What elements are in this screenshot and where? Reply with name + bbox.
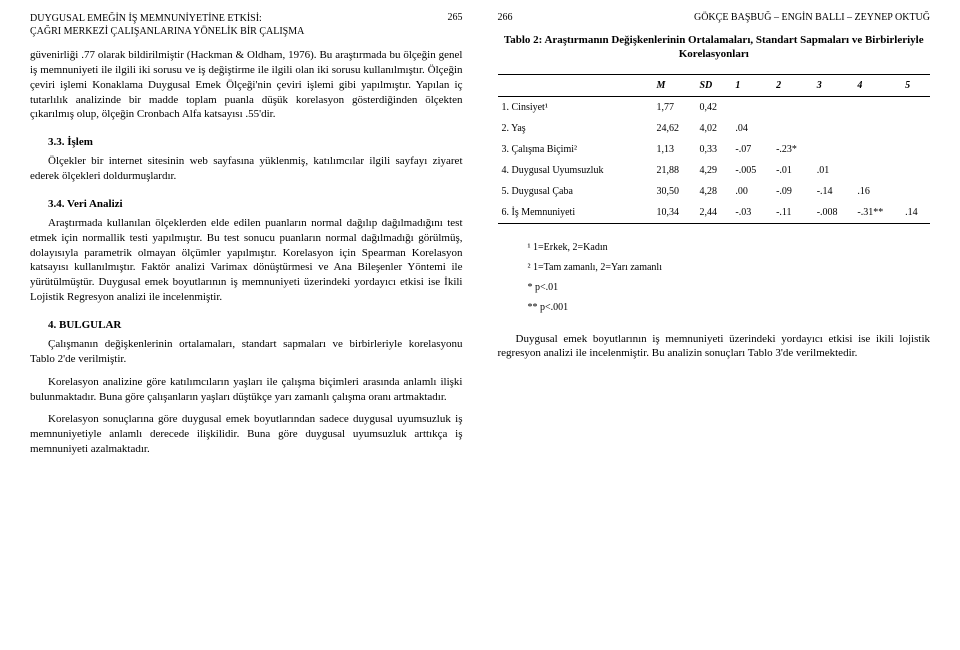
cell: 1,77 [652,96,695,118]
table-row: 3. Çalışma Biçimi² 1,13 0,33 -.07 -.23* [498,139,931,160]
cell [813,96,854,118]
cell: 30,50 [652,181,695,202]
cell: .16 [853,181,901,202]
cell [901,139,930,160]
cell [772,96,813,118]
right-column: 266 GÖKÇE BAŞBUĞ – ENGİN BALLI – ZEYNEP … [498,12,931,638]
cell: 2,44 [695,202,731,224]
paragraph-3: Araştırmada kullanılan ölçeklerden elde … [30,216,463,305]
cell: -.03 [731,202,772,224]
paragraph-2: Ölçekler bir internet sitesinin web sayf… [30,154,463,184]
table-body: 1. Cinsiyet¹ 1,77 0,42 2. Yaş 24,62 4,02… [498,96,931,223]
table-title: Tablo 2: Araştırmanın Değişkenlerinin Or… [498,33,931,62]
table-header-row: M SD 1 2 3 4 5 [498,74,931,96]
cell: -.07 [731,139,772,160]
cell: 4,28 [695,181,731,202]
cell: -.008 [813,202,854,224]
cell [853,160,901,181]
table-notes: ¹ 1=Erkek, 2=Kadın ² 1=Tam zamanlı, 2=Ya… [498,238,931,318]
cell: .04 [731,118,772,139]
left-column: DUYGUSAL EMEĞİN İŞ MEMNUNİYETİNE ETKİSİ:… [30,12,463,638]
note-1: ¹ 1=Erkek, 2=Kadın [528,238,931,258]
cell: 24,62 [652,118,695,139]
cell: -.14 [813,181,854,202]
note-2: ² 1=Tam zamanlı, 2=Yarı zamanlı [528,258,931,278]
cell [901,96,930,118]
th-3: 3 [813,74,854,96]
left-header: DUYGUSAL EMEĞİN İŞ MEMNUNİYETİNE ETKİSİ:… [30,12,463,38]
paragraph-1: güvenirliği .77 olarak bildirilmiştir (H… [30,48,463,122]
table-row: 2. Yaş 24,62 4,02 .04 [498,118,931,139]
note-3: * p<.01 [528,278,931,298]
cell: .00 [731,181,772,202]
cell [813,118,854,139]
paragraph-4: Çalışmanın değişkenlerinin ortalamaları,… [30,337,463,367]
table-row: 1. Cinsiyet¹ 1,77 0,42 [498,96,931,118]
th-2: 2 [772,74,813,96]
cell: .01 [813,160,854,181]
cell [772,118,813,139]
section-34-title: 3.4. Veri Analizi [30,198,463,210]
th-4: 4 [853,74,901,96]
authors: GÖKÇE BAŞBUĞ – ENGİN BALLI – ZEYNEP OKTU… [523,12,931,23]
cell [813,139,854,160]
cell: -.23* [772,139,813,160]
table-row: 5. Duygusal Çaba 30,50 4,28 .00 -.09 -.1… [498,181,931,202]
cell: 0,33 [695,139,731,160]
cell: 0,42 [695,96,731,118]
section-4-title: 4. BULGULAR [30,319,463,331]
cell: 4,29 [695,160,731,181]
cell: 1. Cinsiyet¹ [498,96,653,118]
cell: 5. Duygusal Çaba [498,181,653,202]
right-page-number: 266 [498,12,523,23]
th-m: M [652,74,695,96]
section-33-title: 3.3. İşlem [30,136,463,148]
cell [901,118,930,139]
cell [731,96,772,118]
cell: -.09 [772,181,813,202]
cell: 4. Duygusal Uyumsuzluk [498,160,653,181]
right-header: 266 GÖKÇE BAŞBUĞ – ENGİN BALLI – ZEYNEP … [498,12,931,23]
cell: -.31** [853,202,901,224]
cell: 3. Çalışma Biçimi² [498,139,653,160]
cell [853,118,901,139]
paragraph-5: Korelasyon analizine göre katılımcıların… [30,375,463,405]
cell: 1,13 [652,139,695,160]
table-row: 6. İş Memnuniyeti 10,34 2,44 -.03 -.11 -… [498,202,931,224]
th-1: 1 [731,74,772,96]
cell: -.005 [731,160,772,181]
cell: 21,88 [652,160,695,181]
cell [901,160,930,181]
cell: 6. İş Memnuniyeti [498,202,653,224]
cell: .14 [901,202,930,224]
cell [901,181,930,202]
cell [853,96,901,118]
cell: 4,02 [695,118,731,139]
cell: 10,34 [652,202,695,224]
note-4: ** p<.001 [528,298,931,318]
cell: -.11 [772,202,813,224]
th-5: 5 [901,74,930,96]
cell: 2. Yaş [498,118,653,139]
paragraph-6: Korelasyon sonuçlarına göre duygusal eme… [30,412,463,457]
cell [853,139,901,160]
left-page-number: 265 [438,12,463,23]
left-header-title: DUYGUSAL EMEĞİN İŞ MEMNUNİYETİNE ETKİSİ:… [30,12,438,38]
table-row: 4. Duygusal Uyumsuzluk 21,88 4,29 -.005 … [498,160,931,181]
cell: -.01 [772,160,813,181]
th-sd: SD [695,74,731,96]
right-paragraph-1: Duygusal emek boyutlarının iş memnuniyet… [498,332,931,362]
th-blank [498,74,653,96]
correlation-table: M SD 1 2 3 4 5 1. Cinsiyet¹ 1,77 0,42 [498,74,931,224]
